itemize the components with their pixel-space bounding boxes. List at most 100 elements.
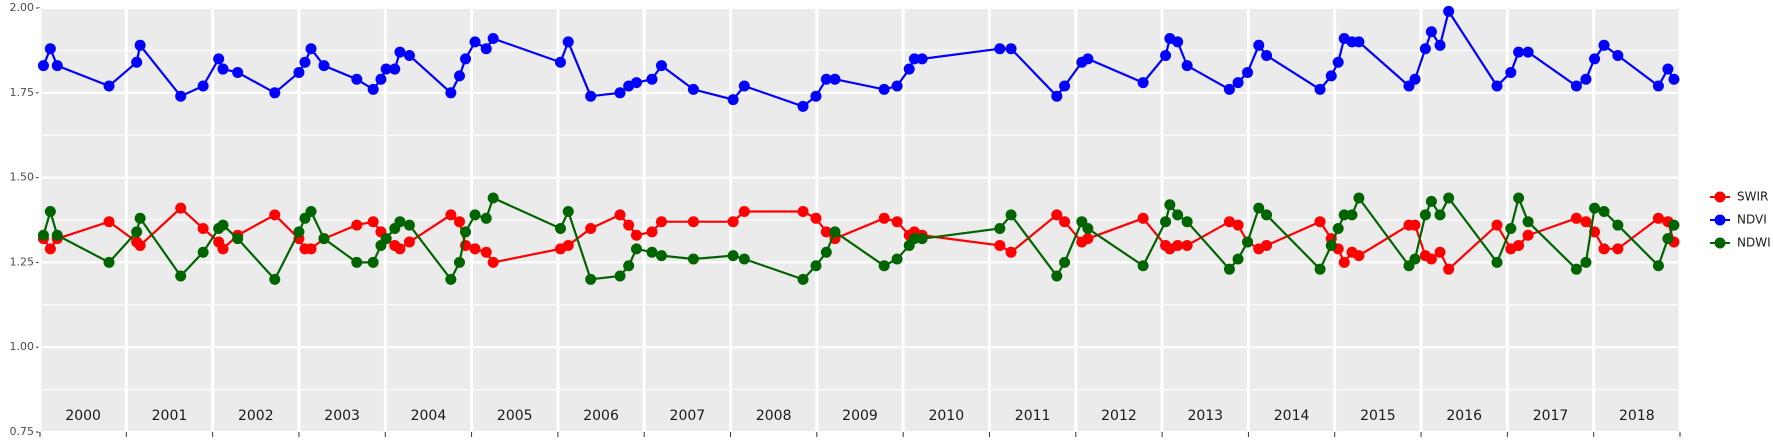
point: [1419, 209, 1431, 221]
point: [646, 226, 658, 238]
point: [1232, 253, 1244, 265]
point: [351, 256, 363, 268]
point: [1513, 192, 1525, 204]
point: [1181, 216, 1193, 228]
point: [389, 63, 401, 75]
point: [403, 219, 415, 231]
point: [1570, 212, 1582, 224]
point: [829, 73, 841, 85]
point: [487, 192, 499, 204]
point: [1332, 222, 1344, 234]
point: [1223, 263, 1235, 275]
point: [403, 236, 415, 248]
point: [1425, 195, 1437, 207]
point: [820, 73, 832, 85]
point: [1332, 56, 1344, 68]
point: [554, 222, 566, 234]
y-tick-label: 2.00: [10, 1, 35, 14]
point: [103, 216, 115, 228]
point: [1082, 222, 1094, 234]
point: [131, 56, 143, 68]
point: [1434, 39, 1446, 51]
point: [994, 43, 1006, 55]
y-tick-label: 1.50: [10, 171, 35, 184]
point: [1059, 80, 1071, 92]
point: [232, 66, 244, 78]
point: [1409, 253, 1421, 265]
point: [1059, 256, 1071, 268]
point: [1314, 263, 1326, 275]
point: [1346, 209, 1358, 221]
point: [445, 209, 457, 221]
point: [878, 83, 890, 95]
point: [380, 63, 392, 75]
point: [820, 246, 832, 258]
point: [453, 216, 465, 228]
point: [1172, 239, 1184, 251]
point: [1160, 49, 1172, 61]
y-tick-label: 1.25: [10, 255, 35, 268]
year-label: 2001: [152, 408, 188, 424]
point: [453, 70, 465, 82]
legend-point: [1714, 214, 1726, 226]
point: [1338, 209, 1350, 221]
point: [51, 229, 63, 241]
point: [1598, 206, 1610, 218]
legend-point: [1714, 237, 1726, 249]
point: [197, 246, 209, 258]
point: [305, 43, 317, 55]
year-label: 2014: [1274, 408, 1310, 424]
point: [1242, 66, 1254, 78]
point: [727, 94, 739, 106]
point: [380, 233, 392, 245]
point: [810, 90, 822, 102]
point: [1005, 43, 1017, 55]
point: [630, 243, 642, 255]
point: [655, 250, 667, 262]
point: [908, 233, 920, 245]
y-tick-label: 1.00: [10, 340, 35, 353]
point: [1443, 192, 1455, 204]
point: [655, 60, 667, 72]
legend-point: [1714, 191, 1726, 203]
point: [1223, 216, 1235, 228]
point: [1491, 256, 1503, 268]
year-label: 2009: [842, 408, 878, 424]
point: [1443, 263, 1455, 275]
legend-label: NDVI: [1737, 213, 1767, 227]
point: [1612, 243, 1624, 255]
point: [1425, 26, 1437, 38]
point: [1261, 239, 1273, 251]
point: [134, 239, 146, 251]
point: [1314, 83, 1326, 95]
point: [487, 33, 499, 45]
point: [1172, 36, 1184, 48]
point: [293, 66, 305, 78]
point: [630, 229, 642, 241]
point: [878, 212, 890, 224]
point: [562, 36, 574, 48]
point: [480, 212, 492, 224]
point: [480, 246, 492, 258]
point: [44, 206, 56, 218]
point: [367, 216, 379, 228]
point: [687, 253, 699, 265]
point: [403, 49, 415, 61]
point: [134, 39, 146, 51]
point: [1580, 73, 1592, 85]
point: [738, 80, 750, 92]
point: [1338, 256, 1350, 268]
point: [554, 56, 566, 68]
point: [1589, 202, 1601, 214]
point: [134, 212, 146, 224]
point: [797, 206, 809, 218]
year-label: 2010: [928, 408, 964, 424]
point: [394, 216, 406, 228]
point: [445, 273, 457, 285]
point: [614, 270, 626, 282]
point: [738, 253, 750, 265]
point: [1652, 80, 1664, 92]
legend-label: SWIR: [1737, 190, 1768, 204]
point: [1612, 49, 1624, 61]
